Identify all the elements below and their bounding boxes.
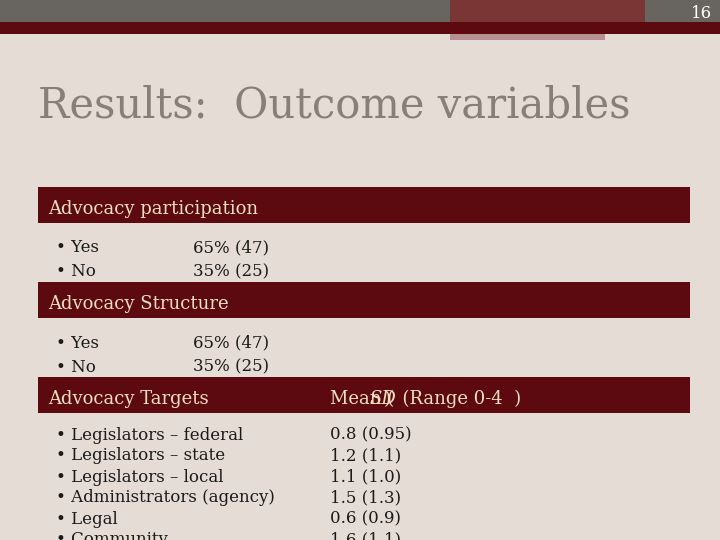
Text: 0.6 (0.9): 0.6 (0.9) [330,510,401,528]
Text: Mean (: Mean ( [330,390,395,408]
Bar [0,22,720,34]
Text: Advocacy participation: Advocacy participation [48,200,258,218]
Text: SD: SD [369,390,396,408]
Text: 16: 16 [691,4,712,22]
Text: • Community: • Community [56,531,168,540]
Bar [450,34,605,40]
Text: • No: • No [56,264,96,280]
Bar [38,282,690,318]
Bar [38,377,690,413]
Text: )  (Range 0-4  ): ) (Range 0-4 ) [384,390,521,408]
Bar [0,0,720,22]
Text: Advocacy Targets: Advocacy Targets [48,390,209,408]
Text: 1.1 (1.0): 1.1 (1.0) [330,469,401,485]
Text: • Yes: • Yes [56,334,99,352]
Bar [38,187,690,223]
Bar [450,0,645,22]
Text: 65% (47): 65% (47) [193,334,269,352]
Text: • Legislators – local: • Legislators – local [56,469,223,485]
Text: • Yes: • Yes [56,240,99,256]
Text: 35% (25): 35% (25) [193,359,269,375]
Text: 0.8 (0.95): 0.8 (0.95) [330,427,412,443]
Text: • No: • No [56,359,96,375]
Text: 1.2 (1.1): 1.2 (1.1) [330,448,401,464]
Text: • Legal: • Legal [56,510,118,528]
Text: 65% (47): 65% (47) [193,240,269,256]
Text: 1.6 (1.1): 1.6 (1.1) [330,531,401,540]
Text: Advocacy Structure: Advocacy Structure [48,295,229,313]
Text: Results:  Outcome variables: Results: Outcome variables [38,84,631,126]
Text: 35% (25): 35% (25) [193,264,269,280]
Text: • Administrators (agency): • Administrators (agency) [56,489,275,507]
Text: • Legislators – federal: • Legislators – federal [56,427,243,443]
Text: • Legislators – state: • Legislators – state [56,448,225,464]
Text: 1.5 (1.3): 1.5 (1.3) [330,489,401,507]
